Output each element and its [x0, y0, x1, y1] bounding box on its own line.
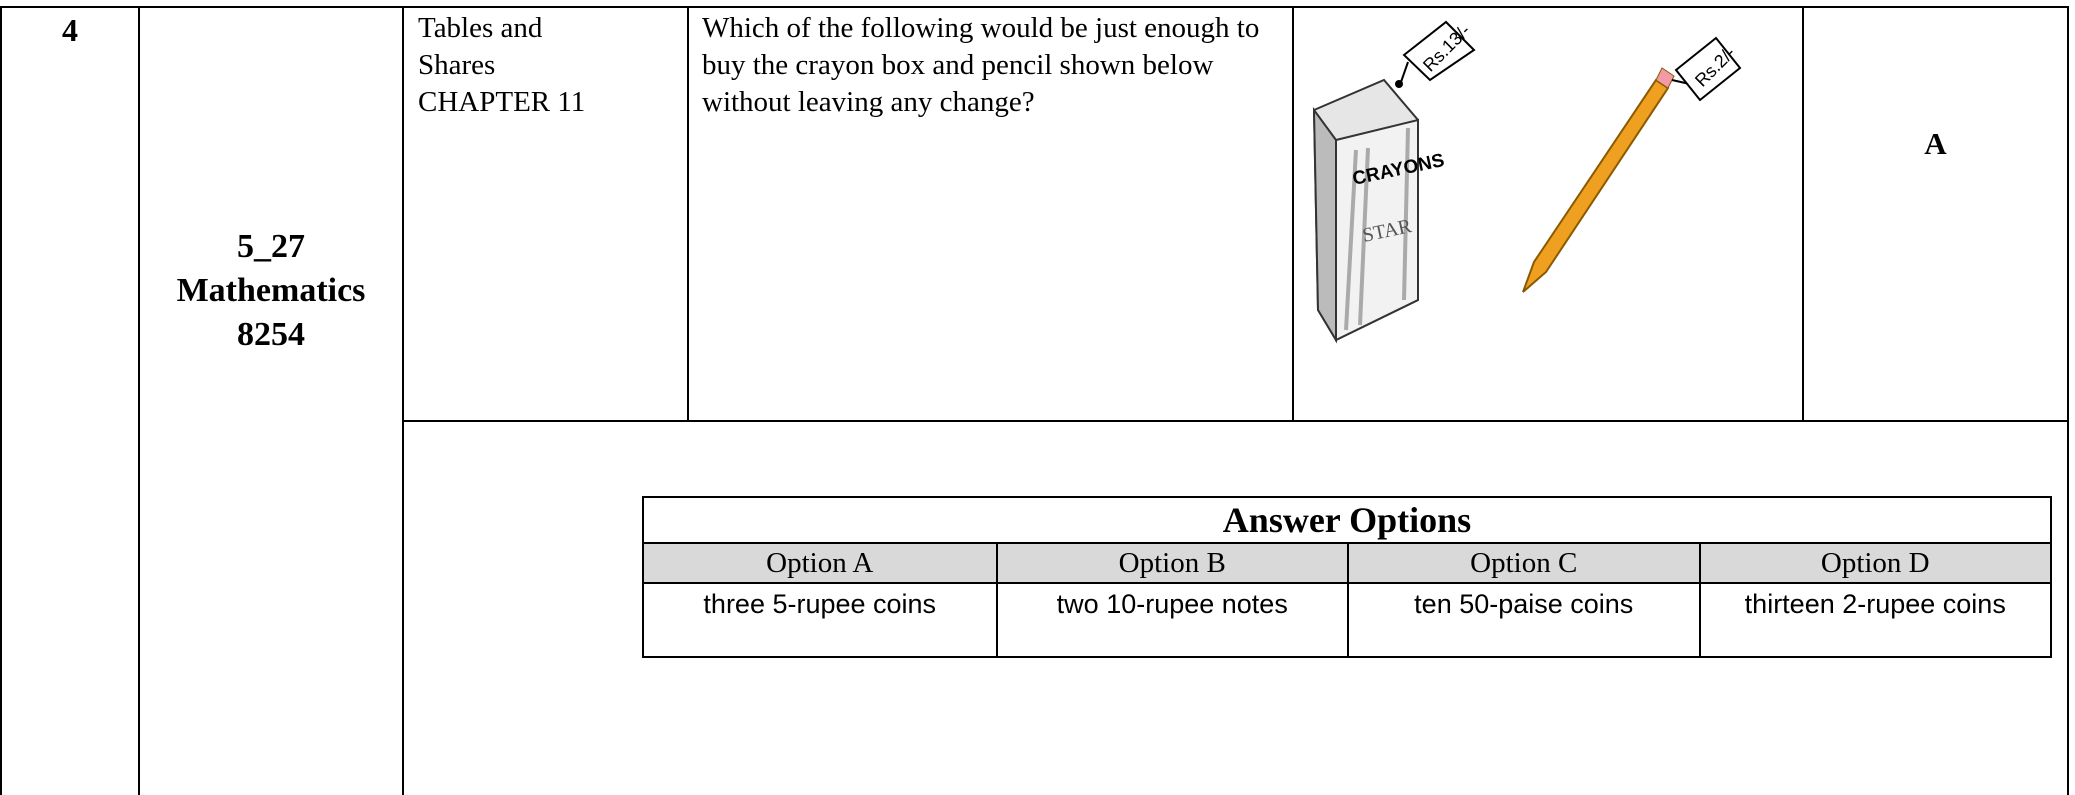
border [1802, 6, 1804, 421]
header-row: Option A Option B Option C Option D [644, 544, 2050, 584]
chapter: CHAPTER 11 [418, 86, 586, 118]
id: 8254 [237, 316, 305, 353]
answer: A [1924, 126, 1947, 161]
border [2067, 6, 2069, 795]
border [0, 6, 2, 795]
illustration: CRAYONS STAR Rs.13/- Rs.2/- [1312, 20, 1742, 344]
subject: Mathematics [176, 272, 366, 309]
border [138, 6, 140, 795]
option-header: Option D [1698, 544, 2051, 582]
border [0, 6, 2069, 8]
border [402, 420, 2069, 422]
row-number: 4 [62, 12, 78, 48]
option-text: three 5-rupee coins [703, 589, 937, 619]
option-header: Option C [1347, 544, 1699, 582]
option-header: Option B [995, 544, 1348, 582]
options-row: three 5-rupee coins two 10-rupee notes ten… [644, 584, 2050, 658]
border [1292, 6, 1294, 421]
option-text: thirteen 2-rupee coins [1698, 584, 2051, 658]
topic: Tables and Shares [418, 12, 543, 81]
answer-table-title: Answer Options [644, 498, 2050, 544]
option-header: Option A [766, 547, 874, 579]
option-text: two 10-rupee notes [995, 584, 1348, 658]
border [687, 6, 689, 421]
border [402, 6, 404, 795]
topic-cell: Tables and Shares CHAPTER 11 [418, 10, 618, 121]
subject-cell: 5_27 Mathematics 8254 [140, 225, 402, 357]
question: Which of the following would be just eno… [702, 12, 1260, 118]
code: 5_27 [237, 228, 305, 265]
option-text: ten 50-paise coins [1347, 584, 1699, 658]
